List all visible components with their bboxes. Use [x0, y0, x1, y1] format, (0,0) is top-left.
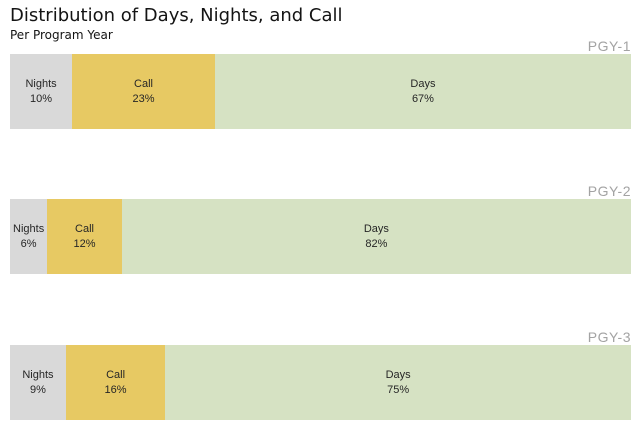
segment-value-label: 82%: [365, 237, 388, 250]
bar-segment-nights: Nights 9%: [10, 345, 66, 420]
row-label-pgy-1: PGY-1: [587, 38, 631, 54]
segment-name-label: Call: [134, 77, 153, 90]
bar-segment-call: Call 12%: [47, 199, 122, 274]
segment-value-label: 23%: [132, 92, 155, 105]
bar-segment-days: Days 82%: [121, 199, 631, 274]
bar-segment-nights: Nights 6%: [10, 199, 48, 274]
stacked-bar-pgy-3: Nights 9% Call 16% Days 75%: [10, 345, 631, 420]
segment-name-label: Call: [75, 222, 94, 235]
segment-value-label: 75%: [387, 383, 410, 396]
segment-value-label: 67%: [411, 92, 434, 105]
segment-name-label: Call: [106, 368, 126, 381]
page-subtitle: Per Program Year: [10, 28, 113, 42]
segment-value-label: 10%: [30, 92, 53, 105]
segment-name-label: Nights: [22, 368, 54, 381]
row-label-pgy-2: PGY-2: [587, 183, 631, 199]
bar-segment-nights: Nights 10%: [10, 54, 73, 129]
row-label-pgy-3: PGY-3: [587, 329, 631, 345]
bar-segment-days: Days 75%: [165, 345, 631, 420]
segment-name-label: Days: [385, 368, 411, 381]
segment-name-label: Days: [410, 77, 436, 90]
segment-value-label: 16%: [104, 383, 127, 396]
bar-row-pgy-1: PGY-1 Nights 10% Call 23% Days 67%: [10, 38, 631, 129]
segment-value-label: 12%: [73, 237, 96, 250]
stacked-bar-pgy-1: Nights 10% Call 23% Days 67%: [10, 54, 631, 129]
stacked-bar-pgy-2: Nights 6% Call 12% Days 82%: [10, 199, 631, 274]
bar-segment-days: Days 67%: [214, 54, 631, 129]
segment-name-label: Days: [363, 222, 389, 235]
segment-value-label: 6%: [20, 237, 37, 250]
bar-segment-call: Call 23%: [72, 54, 215, 129]
bar-segment-call: Call 16%: [65, 345, 166, 420]
bar-row-pgy-3: PGY-3 Nights 9% Call 16% Days 75%: [10, 329, 631, 420]
segment-name-label: Nights: [13, 222, 45, 235]
bar-row-pgy-2: PGY-2 Nights 6% Call 12% Days 82%: [10, 183, 631, 274]
segment-name-label: Nights: [25, 77, 57, 90]
page-title: Distribution of Days, Nights, and Call: [10, 5, 343, 26]
segment-value-label: 9%: [29, 383, 46, 396]
